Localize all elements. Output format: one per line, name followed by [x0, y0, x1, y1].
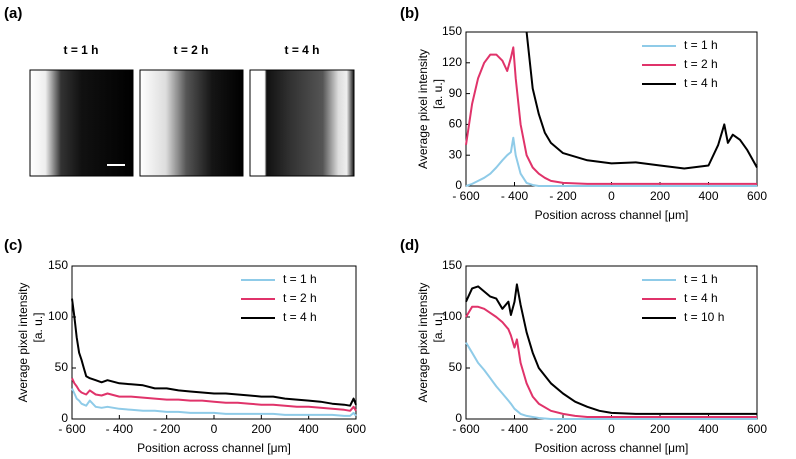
y-tick-label: 120	[442, 55, 462, 69]
y-tick-label: 90	[449, 86, 463, 100]
y-tick-label: 50	[449, 360, 463, 374]
legend-label: t = 1 h	[283, 272, 317, 286]
x-tick-label: 0	[211, 422, 218, 436]
x-tick-label: - 400	[501, 422, 529, 436]
image-title: t = 1 h	[63, 43, 98, 57]
y-tick-label: 100	[48, 309, 68, 323]
legend-label: t = 2 h	[283, 291, 317, 305]
series-line	[71, 298, 357, 407]
x-tick-label: 400	[698, 189, 718, 203]
image-title: t = 4 h	[284, 43, 319, 57]
legend-label: t = 1 h	[684, 38, 718, 52]
y-axis-label: Average pixel intensity	[416, 283, 430, 403]
x-tick-label: - 600	[452, 422, 480, 436]
x-tick-label: - 600	[58, 422, 86, 436]
image-title: t = 2 h	[173, 43, 208, 57]
x-axis-label: Position across channel [μm]	[535, 208, 689, 222]
series-line	[71, 377, 357, 412]
x-tick-label: 600	[747, 422, 767, 436]
x-axis-label: Position across channel [μm]	[137, 441, 291, 455]
plot-frame	[465, 265, 758, 420]
y-axis-label: [a. u.]	[431, 79, 445, 109]
y-tick-label: 60	[449, 117, 463, 131]
series-line	[465, 305, 757, 418]
series-line	[525, 31, 758, 170]
y-tick-label: 0	[455, 411, 462, 425]
y-tick-label: 50	[55, 360, 69, 374]
x-tick-label: 600	[747, 189, 767, 203]
micrograph	[139, 69, 244, 177]
series-line	[71, 387, 357, 417]
panel-label: (d)	[400, 237, 419, 254]
panel-label: (a)	[4, 5, 22, 22]
series-line	[465, 341, 757, 420]
x-tick-label: 0	[608, 422, 615, 436]
y-tick-label: 150	[442, 24, 462, 38]
y-tick-label: 0	[455, 178, 462, 192]
legend-label: t = 4 h	[684, 76, 718, 90]
y-tick-label: 150	[442, 258, 462, 272]
legend-label: t = 10 h	[684, 310, 724, 324]
x-tick-label: - 600	[452, 189, 480, 203]
series-line	[465, 46, 757, 185]
legend-label: t = 4 h	[283, 310, 317, 324]
x-tick-label: - 200	[549, 189, 577, 203]
series-line	[465, 283, 757, 415]
micrograph	[249, 69, 355, 177]
x-tick-label: - 200	[153, 422, 181, 436]
y-axis-label: [a. u.]	[431, 312, 445, 342]
x-tick-label: 400	[299, 422, 319, 436]
y-tick-label: 100	[442, 309, 462, 323]
y-tick-label: 0	[61, 411, 68, 425]
x-tick-label: 600	[346, 422, 366, 436]
x-tick-label: - 400	[501, 189, 529, 203]
x-tick-label: 200	[251, 422, 271, 436]
x-tick-label: - 400	[106, 422, 134, 436]
series-line	[465, 136, 757, 187]
x-tick-label: 400	[698, 422, 718, 436]
y-tick-label: 150	[48, 258, 68, 272]
y-axis-label: Average pixel intensity	[416, 49, 430, 169]
legend-label: t = 1 h	[684, 272, 718, 286]
x-tick-label: 200	[650, 189, 670, 203]
legend-label: t = 4 h	[684, 291, 718, 305]
panel-label: (b)	[400, 5, 419, 22]
x-tick-label: - 200	[549, 422, 577, 436]
x-tick-label: 200	[650, 422, 670, 436]
x-axis-label: Position across channel [μm]	[535, 441, 689, 455]
y-axis-label: [a. u.]	[31, 312, 45, 342]
x-tick-label: 0	[608, 189, 615, 203]
legend-label: t = 2 h	[684, 57, 718, 71]
micrograph	[29, 69, 134, 177]
panel-label: (c)	[4, 237, 22, 254]
y-tick-label: 30	[449, 147, 463, 161]
y-axis-label: Average pixel intensity	[16, 283, 30, 403]
